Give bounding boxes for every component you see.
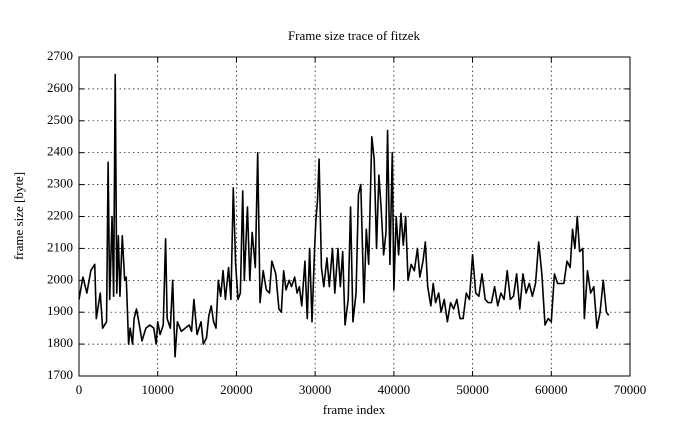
x-tick-label: 40000 xyxy=(378,382,411,397)
y-tick-label: 1800 xyxy=(47,335,73,350)
y-tick-label: 2500 xyxy=(47,112,73,127)
x-tick-label: 60000 xyxy=(535,382,568,397)
x-tick-label: 10000 xyxy=(141,382,174,397)
chart-title: Frame size trace of fitzek xyxy=(288,28,421,43)
x-axis-label: frame index xyxy=(323,402,386,417)
x-tick-label: 30000 xyxy=(299,382,332,397)
x-tick-label: 50000 xyxy=(456,382,489,397)
data-line xyxy=(78,73,610,358)
y-tick-label: 2100 xyxy=(47,239,73,254)
x-tick-label: 20000 xyxy=(220,382,253,397)
x-tick-label: 0 xyxy=(76,382,83,397)
y-tick-label: 2400 xyxy=(47,144,73,159)
y-tick-label: 1900 xyxy=(47,303,73,318)
y-tick-label: 2700 xyxy=(47,48,73,63)
y-tick-label: 2300 xyxy=(47,176,73,191)
y-tick-label: 1700 xyxy=(47,367,73,382)
y-axis-label: frame size [byte] xyxy=(11,172,26,260)
y-tick-label: 2600 xyxy=(47,80,73,95)
x-tick-label: 70000 xyxy=(614,382,647,397)
y-tick-label: 2000 xyxy=(47,271,73,286)
y-tick-label: 2200 xyxy=(47,207,73,222)
